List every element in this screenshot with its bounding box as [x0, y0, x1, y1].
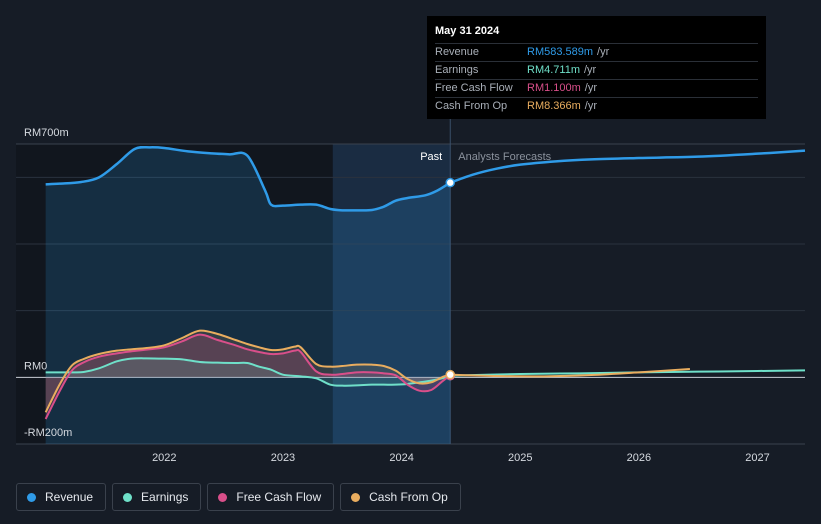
tooltip-value: RM4.711m [527, 64, 580, 76]
cash-from-op-forecast-line [450, 368, 690, 378]
y-tick-label: -RM200m [24, 427, 72, 439]
tooltip-row-free-cash-flow: Free Cash Flow RM1.100m /yr [435, 79, 758, 97]
x-tick-label: 2026 [627, 452, 651, 464]
tooltip-unit: /yr [584, 100, 598, 112]
forecast-label: Analysts Forecasts [458, 151, 551, 163]
tooltip-unit: /yr [597, 46, 610, 58]
tooltip-value: RM583.589m [527, 46, 594, 58]
cash-from-op-hover-marker [445, 369, 455, 380]
tooltip-row-earnings: Earnings RM4.711m /yr [435, 61, 758, 79]
tooltip-label: Cash From Op [435, 100, 508, 112]
tooltip-value: RM1.100m [527, 82, 581, 94]
series-areas [45, 147, 451, 444]
x-tick-label: 2025 [508, 452, 532, 464]
revenue-area [45, 147, 451, 444]
x-tick-label: 2023 [271, 452, 295, 464]
tooltip-value: RM8.366m [527, 100, 581, 112]
legend-item-earnings[interactable]: Earnings [112, 483, 202, 511]
legend-dot-icon [218, 492, 228, 502]
legend-dot-icon [123, 492, 133, 502]
legend-label: Earnings [141, 490, 189, 504]
tooltip-row-cash-from-op: Cash From Op RM8.366m /yr [435, 97, 758, 115]
axis-labels: RM700m RM0 -RM200m 2022 2023 2024 2025 2026 2027… [24, 127, 770, 464]
x-tick-label: 2022 [152, 452, 176, 464]
x-tick-label: 2024 [389, 452, 413, 464]
y-tick-label: RM0 [24, 360, 47, 372]
past-label: Past [420, 151, 442, 163]
legend-item-cash-from-op[interactable]: Cash From Op [340, 483, 461, 511]
tooltip-label: Free Cash Flow [435, 82, 513, 94]
hover-tooltip: May 31 2024 Revenue RM583.589m /yr Earni… [427, 16, 766, 119]
revenue-line [45, 145, 451, 212]
legend-item-revenue[interactable]: Revenue [16, 483, 107, 511]
earnings-line [45, 357, 451, 387]
legend-item-free-cash-flow[interactable]: Free Cash Flow [207, 483, 335, 511]
cash-from-op-line [44, 329, 451, 413]
free-cash-flow-line [44, 333, 451, 420]
chart-legend: Revenue Earnings Free Cash Flow Cash Fro… [16, 483, 461, 511]
legend-label: Revenue [45, 490, 94, 504]
legend-dot-icon [351, 492, 361, 502]
x-tick-label: 2027 [745, 452, 769, 464]
tooltip-unit: /yr [583, 64, 597, 76]
tooltip-unit: /yr [584, 82, 598, 94]
hover-markers [445, 177, 455, 381]
revenue-hover-marker [445, 177, 455, 188]
series-lines [44, 145, 806, 420]
legend-label: Cash From Op [369, 490, 448, 504]
cash-from-op-area [45, 330, 451, 413]
tooltip-label: Revenue [435, 46, 480, 58]
tooltip-row-revenue: Revenue RM583.589m /yr [435, 43, 758, 61]
free-cash-flow-area [45, 334, 451, 419]
tooltip-date: May 31 2024 [435, 25, 500, 37]
earnings-area [45, 358, 451, 386]
legend-dot-icon [27, 492, 36, 502]
tooltip-label: Earnings [435, 64, 479, 76]
legend-label: Free Cash Flow [236, 490, 322, 504]
y-tick-label: RM700m [24, 127, 69, 139]
revenue-forecast-line [449, 149, 806, 184]
